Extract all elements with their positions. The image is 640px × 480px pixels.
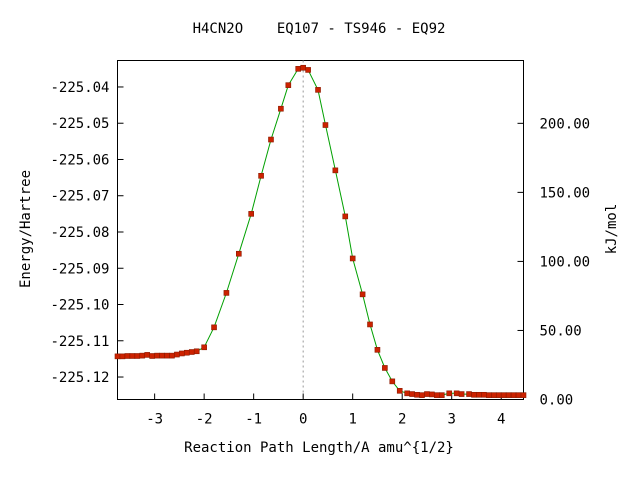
energy-curve-line <box>117 67 524 396</box>
data-point-marker <box>236 250 242 257</box>
data-point-marker <box>184 349 190 356</box>
data-point-marker <box>404 390 410 397</box>
data-point-marker <box>359 291 366 298</box>
data-point-marker <box>515 392 522 398</box>
data-point-marker <box>419 392 425 398</box>
data-point-marker <box>471 391 477 398</box>
y-tick-label: -225.05 <box>50 116 109 132</box>
data-point-marker <box>495 392 502 398</box>
data-point-marker <box>367 321 373 328</box>
y-tick-label: -225.06 <box>50 152 109 168</box>
data-point-marker <box>374 347 381 353</box>
x-tick-label: -1 <box>245 412 262 428</box>
data-point-marker <box>169 352 175 359</box>
y2-tick-label: 150.00 <box>540 185 591 201</box>
data-point-marker <box>446 390 453 397</box>
data-point-marker <box>201 344 207 351</box>
data-point-marker <box>481 391 487 398</box>
data-point-marker <box>409 391 415 397</box>
y-tick-label: -225.10 <box>50 298 109 314</box>
data-point-marker <box>305 67 311 73</box>
x-tick-label: 2 <box>398 412 406 428</box>
data-point-marker <box>322 122 329 128</box>
y-axis-label: Energy/Hartree <box>18 170 34 288</box>
data-point-marker <box>505 392 512 398</box>
y-tick-label: -225.07 <box>50 189 109 205</box>
data-point-marker <box>466 391 472 397</box>
data-point-marker <box>396 387 403 394</box>
x-axis-label: Reaction Path Length/A amu^{1/2} <box>184 440 454 456</box>
data-point-marker <box>114 353 121 360</box>
data-point-marker <box>439 392 445 398</box>
data-point-marker <box>424 391 430 397</box>
data-point-marker <box>300 64 306 71</box>
y2-tick-label: 200.00 <box>540 116 591 132</box>
data-point-marker <box>429 391 435 398</box>
x-tick-label: -2 <box>196 412 213 428</box>
data-point-marker <box>453 390 460 397</box>
x-tick-label: -3 <box>146 412 163 428</box>
data-point-marker <box>458 391 465 397</box>
chart-title: H4CN2O EQ107 - TS946 - EQ92 <box>193 21 446 37</box>
data-point-marker <box>342 213 349 220</box>
data-point-marker <box>434 392 440 398</box>
x-tick-label: 4 <box>497 412 505 428</box>
data-point-marker <box>164 352 170 359</box>
y-tick-label: -225.12 <box>50 370 109 386</box>
data-point-marker <box>119 353 126 360</box>
data-point-marker <box>159 352 165 359</box>
data-point-marker <box>154 352 160 359</box>
y-tick-label: -225.11 <box>50 334 109 350</box>
data-point-marker <box>149 353 155 359</box>
data-point-marker <box>174 351 180 358</box>
data-point-marker <box>486 392 492 398</box>
data-point-marker <box>315 87 321 93</box>
data-point-marker <box>510 392 517 398</box>
data-point-marker <box>124 353 131 359</box>
y2-tick-label: 50.00 <box>540 323 582 339</box>
x-tick-label: 1 <box>348 412 356 428</box>
data-point-marker <box>490 392 497 398</box>
data-point-marker <box>520 392 527 398</box>
data-point-marker <box>285 82 292 88</box>
data-point-marker <box>139 352 146 359</box>
data-point-marker <box>134 353 141 359</box>
data-point-marker <box>129 353 136 359</box>
data-point-marker <box>211 324 217 331</box>
y2-tick-label: 100.00 <box>540 254 591 270</box>
data-point-marker <box>144 352 151 358</box>
data-point-marker <box>389 378 396 385</box>
data-point-marker <box>258 172 264 179</box>
data-point-marker <box>188 349 195 355</box>
x-tick-label: 0 <box>299 412 307 428</box>
data-point-marker <box>476 391 482 398</box>
data-point-marker <box>223 290 230 296</box>
y2-axis-label: kJ/mol <box>604 204 620 255</box>
y2-tick-label: 0.00 <box>540 393 574 409</box>
plot-frame <box>117 60 524 400</box>
data-point-marker <box>295 66 302 72</box>
data-point-marker <box>414 391 420 398</box>
data-point-marker <box>500 392 507 398</box>
data-point-marker <box>248 211 254 217</box>
y-tick-label: -225.04 <box>50 80 109 96</box>
y-tick-label: -225.09 <box>50 261 109 277</box>
data-point-marker <box>382 365 388 371</box>
data-point-marker <box>179 350 185 357</box>
y-tick-label: -225.08 <box>50 225 109 241</box>
data-point-marker <box>349 255 356 262</box>
data-point-marker <box>193 348 200 355</box>
data-point-marker <box>278 105 284 112</box>
data-point-marker <box>332 167 339 174</box>
data-point-marker <box>268 136 274 143</box>
x-tick-label: 3 <box>447 412 455 428</box>
